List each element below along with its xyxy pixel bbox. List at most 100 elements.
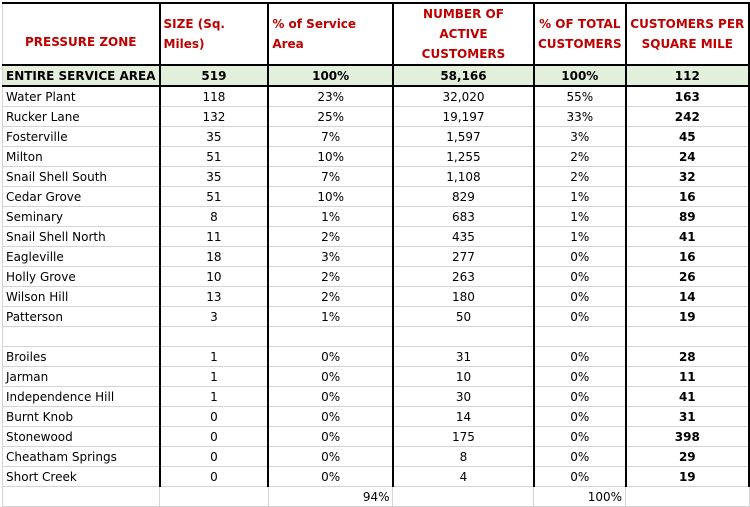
pct-area-cell[interactable]: 25% bbox=[267, 106, 394, 127]
size-cell[interactable]: 51 bbox=[158, 186, 269, 207]
per-sq-mile-cell[interactable]: 89 bbox=[624, 206, 750, 227]
total-pct-customers[interactable]: 100% bbox=[532, 65, 627, 87]
pct-customers-cell[interactable]: 0% bbox=[532, 286, 627, 307]
zone-cell[interactable]: Cheatham Springs bbox=[1, 446, 161, 467]
zone-cell[interactable]: Seminary bbox=[1, 206, 161, 227]
zone-cell[interactable]: Holly Grove bbox=[1, 266, 161, 287]
zone-cell[interactable]: Eagleville bbox=[1, 246, 161, 267]
zone-cell[interactable]: Water Plant bbox=[1, 86, 161, 107]
pct-area-cell[interactable]: 0% bbox=[267, 406, 394, 427]
zone-cell[interactable]: Cedar Grove bbox=[1, 186, 161, 207]
size-cell[interactable]: 8 bbox=[158, 206, 269, 227]
zone-cell[interactable]: Snail Shell South bbox=[1, 166, 161, 187]
pct-customers-cell[interactable]: 1% bbox=[532, 226, 627, 247]
pct-customers-sum[interactable]: 100% bbox=[533, 486, 627, 507]
empty-cell[interactable] bbox=[1, 326, 161, 347]
customers-cell[interactable]: 4 bbox=[391, 466, 535, 487]
zone-cell[interactable]: Wilson Hill bbox=[1, 286, 161, 307]
pct-customers-cell[interactable]: 0% bbox=[532, 266, 627, 287]
empty-cell[interactable] bbox=[391, 326, 535, 347]
header-pct-total-customers[interactable]: % OF TOTAL CUSTOMERS bbox=[532, 2, 627, 66]
pct-area-cell[interactable]: 7% bbox=[267, 166, 394, 187]
size-cell[interactable]: 13 bbox=[158, 286, 269, 307]
per-sq-mile-cell[interactable]: 14 bbox=[624, 286, 750, 307]
customers-cell[interactable]: 829 bbox=[391, 186, 535, 207]
size-cell[interactable]: 1 bbox=[158, 346, 269, 367]
customers-cell[interactable]: 31 bbox=[391, 346, 535, 367]
pct-area-cell[interactable]: 2% bbox=[267, 266, 394, 287]
per-sq-mile-cell[interactable]: 24 bbox=[624, 146, 750, 167]
per-sq-mile-cell[interactable]: 16 bbox=[624, 186, 750, 207]
zone-cell[interactable]: Broiles bbox=[1, 346, 161, 367]
empty-cell[interactable] bbox=[267, 326, 394, 347]
empty-cell[interactable] bbox=[624, 326, 750, 347]
customers-cell[interactable]: 175 bbox=[391, 426, 535, 447]
customers-cell[interactable]: 1,108 bbox=[391, 166, 535, 187]
customers-cell[interactable]: 8 bbox=[391, 446, 535, 467]
pct-area-cell[interactable]: 2% bbox=[267, 286, 394, 307]
size-cell[interactable]: 35 bbox=[158, 166, 269, 187]
customers-cell[interactable]: 14 bbox=[391, 406, 535, 427]
size-cell[interactable]: 0 bbox=[158, 426, 269, 447]
customers-cell[interactable]: 435 bbox=[391, 226, 535, 247]
pct-customers-cell[interactable]: 0% bbox=[532, 346, 627, 367]
empty-cell[interactable] bbox=[625, 486, 750, 507]
total-pct-area[interactable]: 100% bbox=[267, 65, 394, 87]
size-cell[interactable]: 0 bbox=[158, 446, 269, 467]
empty-cell[interactable] bbox=[158, 326, 269, 347]
empty-cell[interactable] bbox=[532, 326, 627, 347]
empty-cell[interactable] bbox=[392, 486, 535, 507]
pct-customers-cell[interactable]: 2% bbox=[532, 146, 627, 167]
per-sq-mile-cell[interactable]: 41 bbox=[624, 386, 750, 407]
pct-area-cell[interactable]: 0% bbox=[267, 386, 394, 407]
pct-customers-cell[interactable]: 0% bbox=[532, 366, 627, 387]
customers-cell[interactable]: 1,255 bbox=[391, 146, 535, 167]
pct-customers-cell[interactable]: 55% bbox=[532, 86, 627, 107]
size-cell[interactable]: 35 bbox=[158, 126, 269, 147]
total-per-sq-mile[interactable]: 112 bbox=[624, 65, 750, 87]
pct-area-cell[interactable]: 1% bbox=[267, 306, 394, 327]
customers-cell[interactable]: 50 bbox=[391, 306, 535, 327]
pct-customers-cell[interactable]: 1% bbox=[532, 186, 627, 207]
zone-cell[interactable]: Jarman bbox=[1, 366, 161, 387]
zone-cell[interactable]: Rucker Lane bbox=[1, 106, 161, 127]
pct-area-cell[interactable]: 7% bbox=[267, 126, 394, 147]
pct-customers-cell[interactable]: 0% bbox=[532, 446, 627, 467]
customers-cell[interactable]: 683 bbox=[391, 206, 535, 227]
pct-area-cell[interactable]: 2% bbox=[267, 226, 394, 247]
per-sq-mile-cell[interactable]: 41 bbox=[624, 226, 750, 247]
header-pressure-zone[interactable]: PRESSURE ZONE bbox=[1, 2, 161, 66]
header-size[interactable]: SIZE (Sq. Miles) bbox=[158, 2, 269, 66]
pct-customers-cell[interactable]: 0% bbox=[532, 306, 627, 327]
size-cell[interactable]: 3 bbox=[158, 306, 269, 327]
pct-area-sum[interactable]: 94% bbox=[268, 486, 394, 507]
customers-cell[interactable]: 180 bbox=[391, 286, 535, 307]
pct-area-cell[interactable]: 0% bbox=[267, 466, 394, 487]
per-sq-mile-cell[interactable]: 32 bbox=[624, 166, 750, 187]
customers-cell[interactable]: 263 bbox=[391, 266, 535, 287]
size-cell[interactable]: 18 bbox=[158, 246, 269, 267]
pct-customers-cell[interactable]: 0% bbox=[532, 246, 627, 267]
pct-customers-cell[interactable]: 0% bbox=[532, 466, 627, 487]
empty-cell[interactable] bbox=[159, 486, 269, 507]
zone-cell[interactable]: Short Creek bbox=[1, 466, 161, 487]
per-sq-mile-cell[interactable]: 19 bbox=[624, 466, 750, 487]
customers-cell[interactable]: 1,597 bbox=[391, 126, 535, 147]
customers-cell[interactable]: 277 bbox=[391, 246, 535, 267]
customers-cell[interactable]: 30 bbox=[391, 386, 535, 407]
zone-cell[interactable]: Stonewood bbox=[1, 426, 161, 447]
per-sq-mile-cell[interactable]: 31 bbox=[624, 406, 750, 427]
per-sq-mile-cell[interactable]: 29 bbox=[624, 446, 750, 467]
per-sq-mile-cell[interactable]: 242 bbox=[624, 106, 750, 127]
size-cell[interactable]: 0 bbox=[158, 406, 269, 427]
per-sq-mile-cell[interactable]: 11 bbox=[624, 366, 750, 387]
customers-cell[interactable]: 10 bbox=[391, 366, 535, 387]
pct-area-cell[interactable]: 1% bbox=[267, 206, 394, 227]
pct-area-cell[interactable]: 0% bbox=[267, 346, 394, 367]
pct-customers-cell[interactable]: 2% bbox=[532, 166, 627, 187]
pct-customers-cell[interactable]: 0% bbox=[532, 426, 627, 447]
per-sq-mile-cell[interactable]: 16 bbox=[624, 246, 750, 267]
pct-area-cell[interactable]: 10% bbox=[267, 146, 394, 167]
pct-area-cell[interactable]: 0% bbox=[267, 446, 394, 467]
pct-area-cell[interactable]: 0% bbox=[267, 426, 394, 447]
